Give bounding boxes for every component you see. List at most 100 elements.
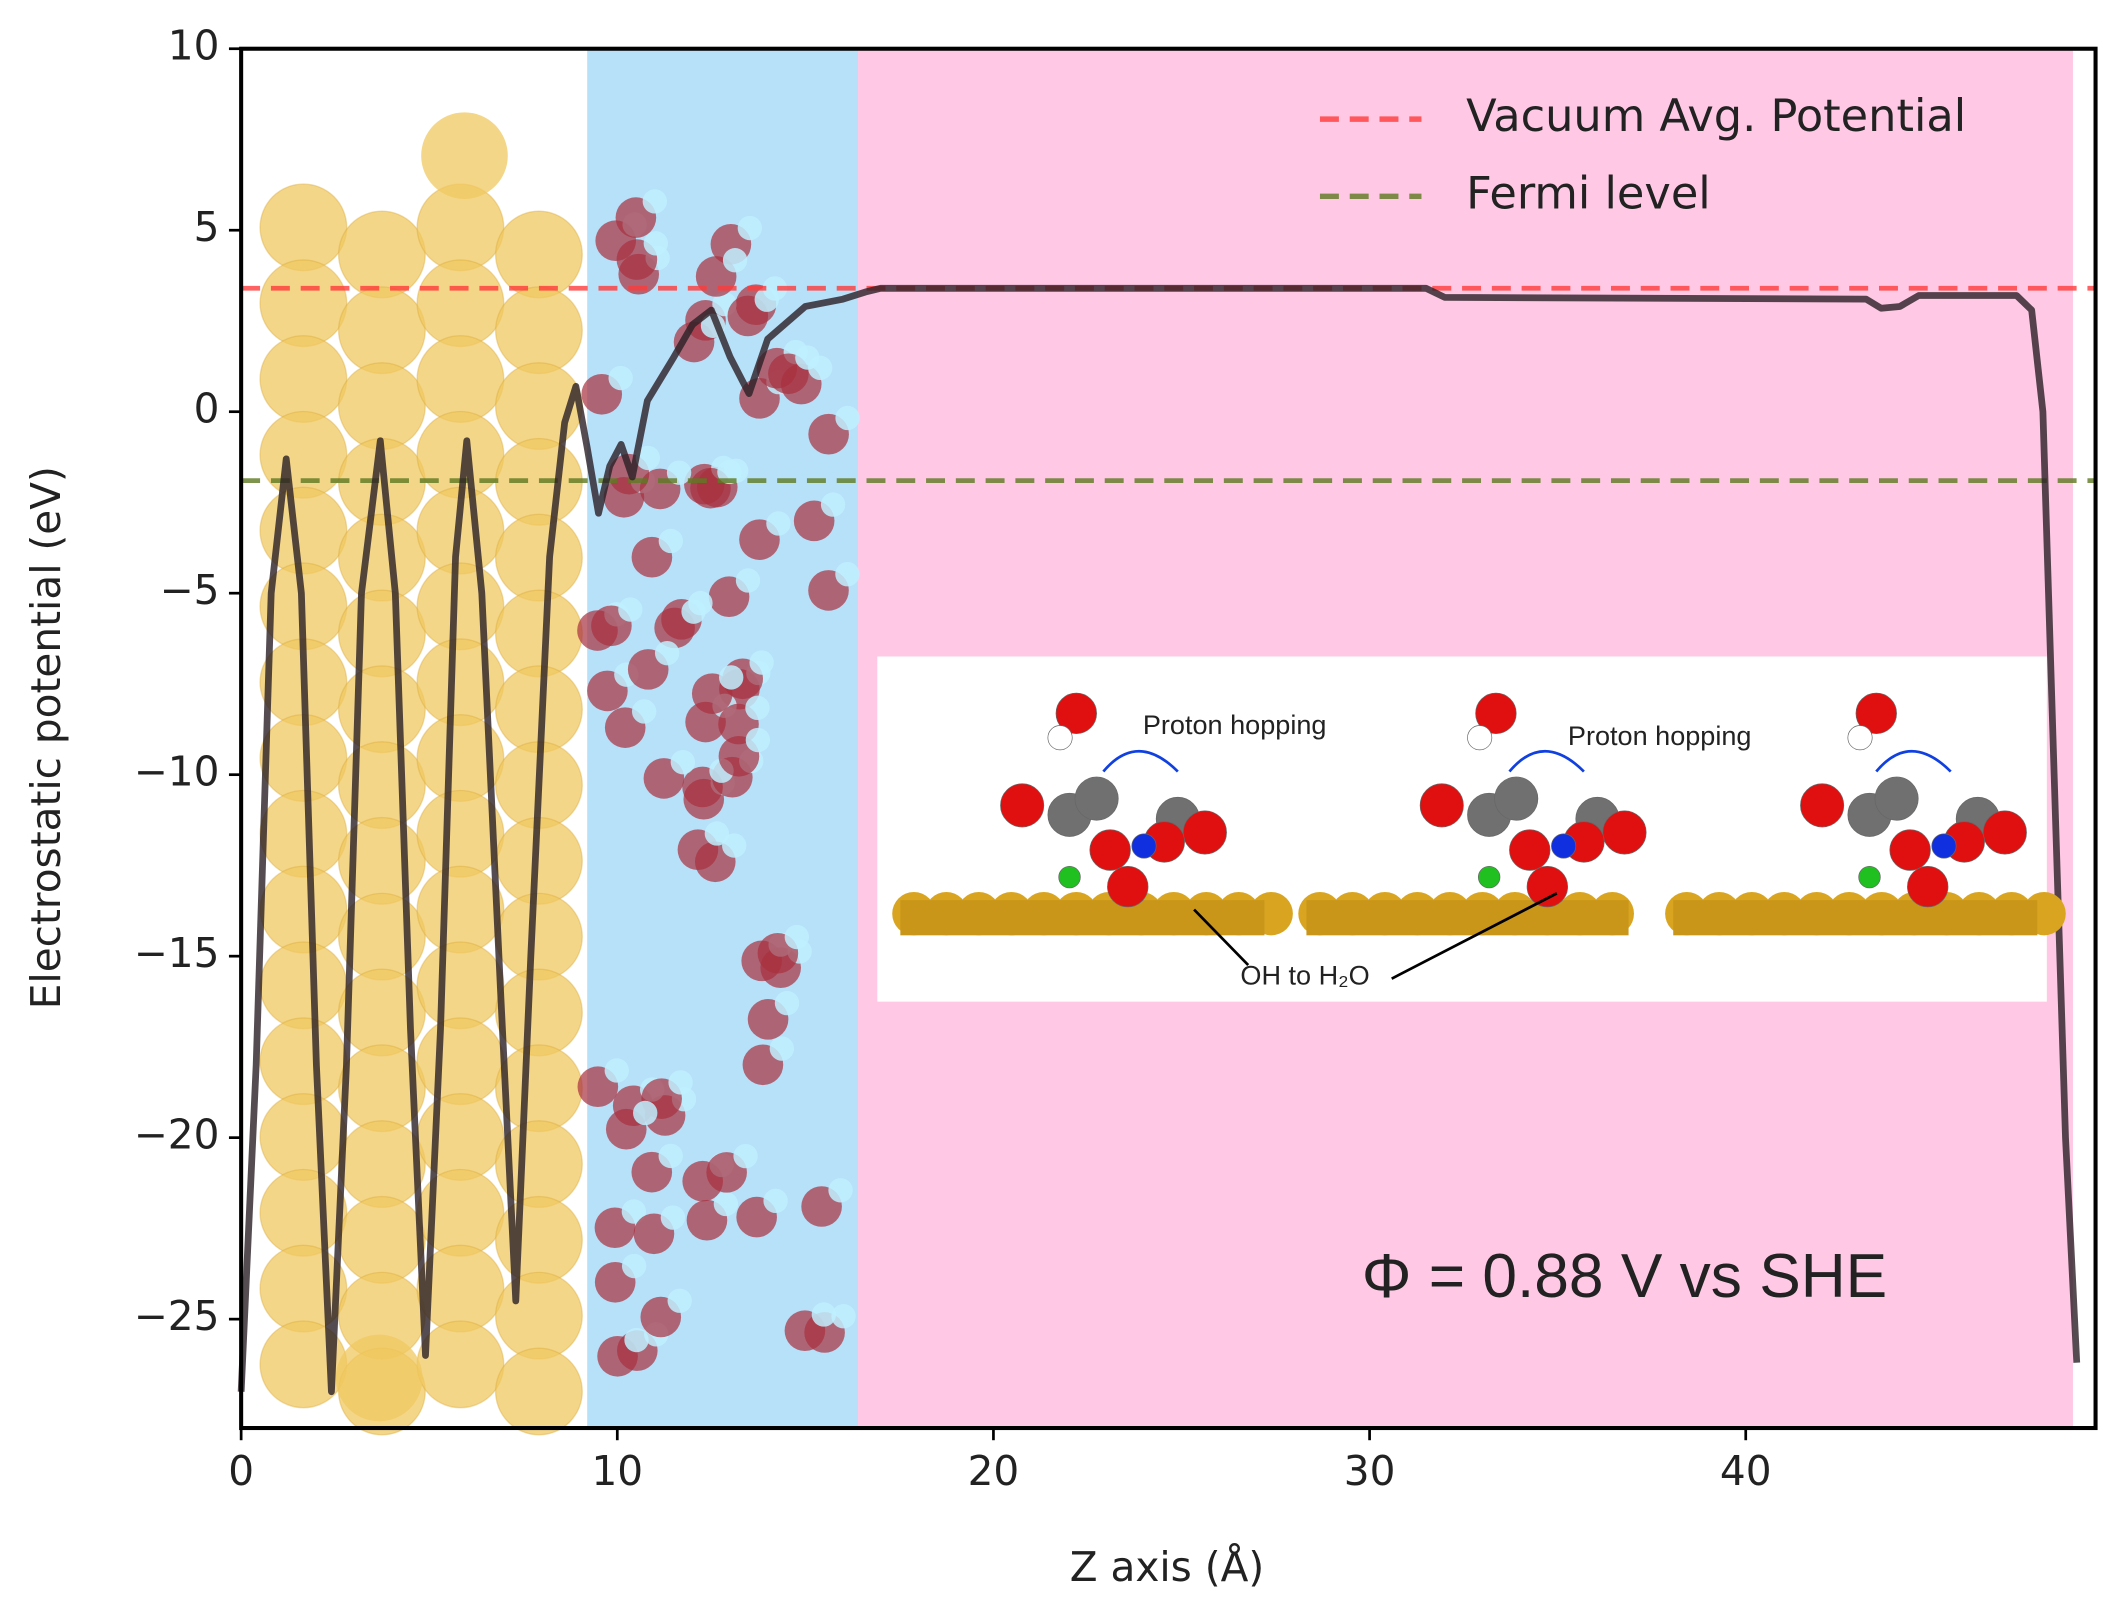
hydrogen-atom <box>621 1253 647 1279</box>
hydrogen-atom <box>704 821 730 846</box>
hydrogen-atom <box>713 1191 739 1217</box>
gold-atom <box>494 589 583 678</box>
atoms <box>259 112 860 1436</box>
y-tick-label: −5 <box>160 566 220 614</box>
y-tick-label: 0 <box>194 385 220 433</box>
gold-atom <box>259 941 348 1030</box>
hydrogen-atom <box>828 1178 853 1203</box>
gold-atom <box>337 589 426 678</box>
gold-atom <box>416 259 505 348</box>
molecule-atom <box>1131 833 1157 859</box>
hydrogen-atom <box>795 345 820 370</box>
hydrogen-atom <box>831 1304 856 1329</box>
hydrogen-atom <box>719 665 744 690</box>
x-tick-label: 10 <box>591 1447 643 1495</box>
molecule-atom <box>1526 865 1568 908</box>
x-tick-label: 30 <box>1344 1447 1396 1495</box>
y-tick-label: −10 <box>134 748 220 796</box>
legend-label: Vacuum Avg. Potential <box>1466 90 1966 142</box>
molecule-atom <box>1494 776 1539 821</box>
hydrogen-atom <box>618 597 643 622</box>
hydrogen-atom <box>766 511 791 536</box>
gold-atom <box>337 210 426 299</box>
molecule-atom <box>1551 833 1577 859</box>
molecule-atom <box>1089 829 1131 871</box>
hydrogen-atom <box>835 405 860 431</box>
molecule-atom <box>1477 865 1501 889</box>
hop-arrow <box>1508 749 1585 773</box>
gold-atom <box>259 865 348 954</box>
molecule-atom <box>1074 776 1119 821</box>
gold-atom <box>494 892 583 981</box>
gold-atom <box>494 1347 583 1436</box>
molecule-atom <box>1855 692 1897 734</box>
y-tick-label: −15 <box>134 929 220 977</box>
gold-atom <box>259 1168 348 1257</box>
molecule-atom <box>1874 776 1919 821</box>
gold-atom <box>416 865 505 954</box>
molecule-atom <box>1889 829 1931 871</box>
hydrogen-atom <box>643 231 669 256</box>
hydrogen-atom <box>633 1100 658 1126</box>
molecule-atom <box>1931 833 1957 859</box>
gold-atom <box>259 183 348 272</box>
gold-atom <box>259 410 348 499</box>
gold-atom <box>337 665 426 754</box>
gold-atom <box>494 513 583 602</box>
gold-atom <box>337 1195 426 1284</box>
hydrogen-atom <box>608 365 633 391</box>
hydrogen-atom <box>658 1143 683 1169</box>
gold-atom <box>259 1093 348 1182</box>
x-tick-label: 20 <box>968 1447 1020 1495</box>
hydrogen-atom <box>642 189 668 214</box>
hydrogen-atom <box>745 695 770 721</box>
gold-atom <box>494 286 583 375</box>
hydrogen-atom <box>774 990 800 1016</box>
hydrogen-atom <box>754 287 779 312</box>
molecule-atom <box>1800 783 1845 828</box>
molecule-atom <box>1907 865 1949 908</box>
molecule-atom <box>1475 692 1517 734</box>
hydrogen-atom <box>670 749 696 775</box>
annotation: Proton hopping <box>1568 720 1752 751</box>
gold-atom <box>494 968 583 1057</box>
molecule-atom <box>1467 725 1493 751</box>
x-tick-label: 0 <box>228 1447 254 1495</box>
molecule-atom <box>1055 692 1097 734</box>
hydrogen-atom <box>604 1058 629 1083</box>
molecule-atom <box>1602 810 1647 855</box>
hydrogen-atom <box>811 1302 837 1327</box>
gold-atom <box>416 941 505 1030</box>
hydrogen-atom <box>668 1070 693 1095</box>
gold-atom <box>335 1334 423 1422</box>
hydrogen-atom <box>769 1036 795 1061</box>
gold-atom <box>421 112 508 199</box>
molecule-atom <box>1058 865 1081 889</box>
molecule-atom <box>1509 829 1551 871</box>
hydrogen-atom <box>745 727 771 753</box>
x-axis-label: Z axis (Å) <box>1070 1543 1264 1591</box>
hydrogen-atom <box>660 1205 686 1230</box>
hydrogen-atom <box>835 562 860 587</box>
hydrogen-atom <box>658 528 684 554</box>
molecule-atom <box>1982 810 2027 855</box>
hydrogen-atom <box>717 459 742 485</box>
molecule-atom <box>1182 810 1227 855</box>
molecule-atom <box>1847 725 1873 751</box>
hydrogen-atom <box>784 924 810 950</box>
hydrogen-atom <box>722 248 748 273</box>
hydrogen-atom <box>763 1188 788 1214</box>
data-layer: Vacuum Avg. Potential Fermi level <box>237 90 2096 1396</box>
gold-atom <box>494 1271 583 1360</box>
gold-atom <box>494 210 583 299</box>
gold-atom <box>416 1320 505 1409</box>
hydrogen-atom <box>667 1288 692 1313</box>
data-line <box>237 284 2081 1396</box>
plot-frame <box>239 46 2098 1431</box>
hydrogen-atom <box>635 445 661 471</box>
pointer-arrow <box>1193 908 1250 967</box>
hydrogen-atom <box>722 833 747 858</box>
y-tick-label: −25 <box>134 1292 220 1340</box>
annotation: Φ = 0.88 V vs SHE <box>1362 1242 1887 1311</box>
